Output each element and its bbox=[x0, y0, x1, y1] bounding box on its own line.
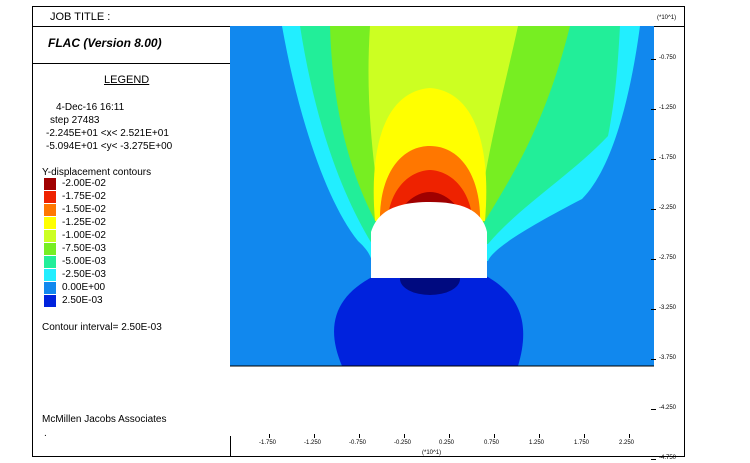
x-tick-label: 1.250 bbox=[529, 440, 545, 446]
x-tick-label: 0.750 bbox=[484, 440, 500, 446]
y-tick-mark bbox=[651, 309, 656, 310]
x-tick-label: -0.250 bbox=[394, 440, 412, 446]
y-tick-mark bbox=[651, 209, 656, 210]
y-tick-mark bbox=[651, 459, 656, 460]
x-tick-mark bbox=[629, 434, 630, 438]
legend-step: step 27483 bbox=[50, 115, 100, 126]
contour-swatch bbox=[44, 191, 56, 203]
contour-label: -1.50E-02 bbox=[62, 204, 106, 215]
contour-label: -1.75E-02 bbox=[62, 191, 106, 202]
contour-title: Y-displacement contours bbox=[42, 167, 152, 178]
contour-label: 0.00E+00 bbox=[62, 282, 106, 293]
contour-label: 2.50E-03 bbox=[62, 295, 103, 306]
y-tick-label: -2.750 bbox=[659, 255, 677, 261]
contour-swatch bbox=[44, 269, 56, 281]
contour-swatch bbox=[44, 217, 56, 229]
x-tick-label: -1.750 bbox=[259, 440, 277, 446]
x-axis-multiplier: (*10^1) bbox=[422, 450, 442, 456]
legend-date: 4-Dec-16 16:11 bbox=[56, 102, 125, 113]
x-tick-label: 2.250 bbox=[619, 440, 635, 446]
contour-swatch bbox=[44, 282, 56, 294]
y-displacement-contour-plot bbox=[230, 26, 654, 436]
legend-y-range: -5.094E+01 <y< -3.275E+00 bbox=[46, 141, 173, 152]
contour-band-positive-0 bbox=[334, 276, 524, 366]
y-tick-mark bbox=[651, 159, 656, 160]
title-box bbox=[32, 26, 231, 64]
contour-swatch bbox=[44, 178, 56, 190]
x-tick-mark bbox=[359, 434, 360, 438]
y-tick-label: -3.750 bbox=[659, 355, 677, 361]
y-tick-mark bbox=[651, 259, 656, 260]
tunnel-opening bbox=[371, 202, 487, 278]
x-tick-label: 1.750 bbox=[574, 440, 590, 446]
x-tick-mark bbox=[314, 434, 315, 438]
y-tick-mark bbox=[651, 109, 656, 110]
y-tick-mark bbox=[651, 359, 656, 360]
contour-swatch bbox=[44, 230, 56, 242]
x-tick-mark bbox=[539, 434, 540, 438]
y-tick-label: -0.750 bbox=[659, 55, 677, 61]
contour-label: -2.50E-03 bbox=[62, 269, 106, 280]
contour-label: -5.00E-03 bbox=[62, 256, 106, 267]
x-tick-mark bbox=[269, 434, 270, 438]
contour-label: -1.00E-02 bbox=[62, 230, 106, 241]
x-tick-mark bbox=[494, 434, 495, 438]
y-tick-label: -4.250 bbox=[659, 405, 677, 411]
contour-swatch bbox=[44, 295, 56, 307]
y-tick-label: -1.750 bbox=[659, 155, 677, 161]
contour-label: -1.25E-02 bbox=[62, 217, 106, 228]
contour-interval: Contour interval= 2.50E-03 bbox=[42, 322, 162, 333]
x-tick-label: 0.250 bbox=[439, 440, 455, 446]
app-version-title: FLAC (Version 8.00) bbox=[48, 36, 162, 50]
x-tick-mark bbox=[449, 434, 450, 438]
x-tick-label: -0.750 bbox=[349, 440, 367, 446]
y-tick-mark bbox=[651, 59, 656, 60]
job-title-label: JOB TITLE : bbox=[50, 11, 111, 23]
x-tick-mark bbox=[584, 434, 585, 438]
y-tick-mark bbox=[651, 409, 656, 410]
contour-label: -7.50E-03 bbox=[62, 243, 106, 254]
contour-swatch bbox=[44, 256, 56, 268]
y-tick-label: -2.250 bbox=[659, 205, 677, 211]
contour-label: -2.00E-02 bbox=[62, 178, 106, 189]
contour-swatch bbox=[44, 204, 56, 216]
y-tick-label: -3.250 bbox=[659, 305, 677, 311]
job-title-bar bbox=[32, 6, 685, 27]
company-name: McMillen Jacobs Associates bbox=[42, 414, 167, 425]
legend-x-range: -2.245E+01 <x< 2.521E+01 bbox=[46, 128, 169, 139]
contour-swatch bbox=[44, 243, 56, 255]
y-tick-label: -1.250 bbox=[659, 105, 677, 111]
x-tick-mark bbox=[404, 434, 405, 438]
plot-empty-region bbox=[230, 366, 654, 436]
y-tick-label: -4.750 bbox=[659, 455, 677, 461]
footnote-mark: . bbox=[44, 428, 47, 439]
x-tick-label: -1.250 bbox=[304, 440, 322, 446]
legend-panel bbox=[32, 6, 231, 457]
y-axis-multiplier: (*10^1) bbox=[657, 15, 677, 21]
legend-title: LEGEND bbox=[104, 74, 150, 86]
